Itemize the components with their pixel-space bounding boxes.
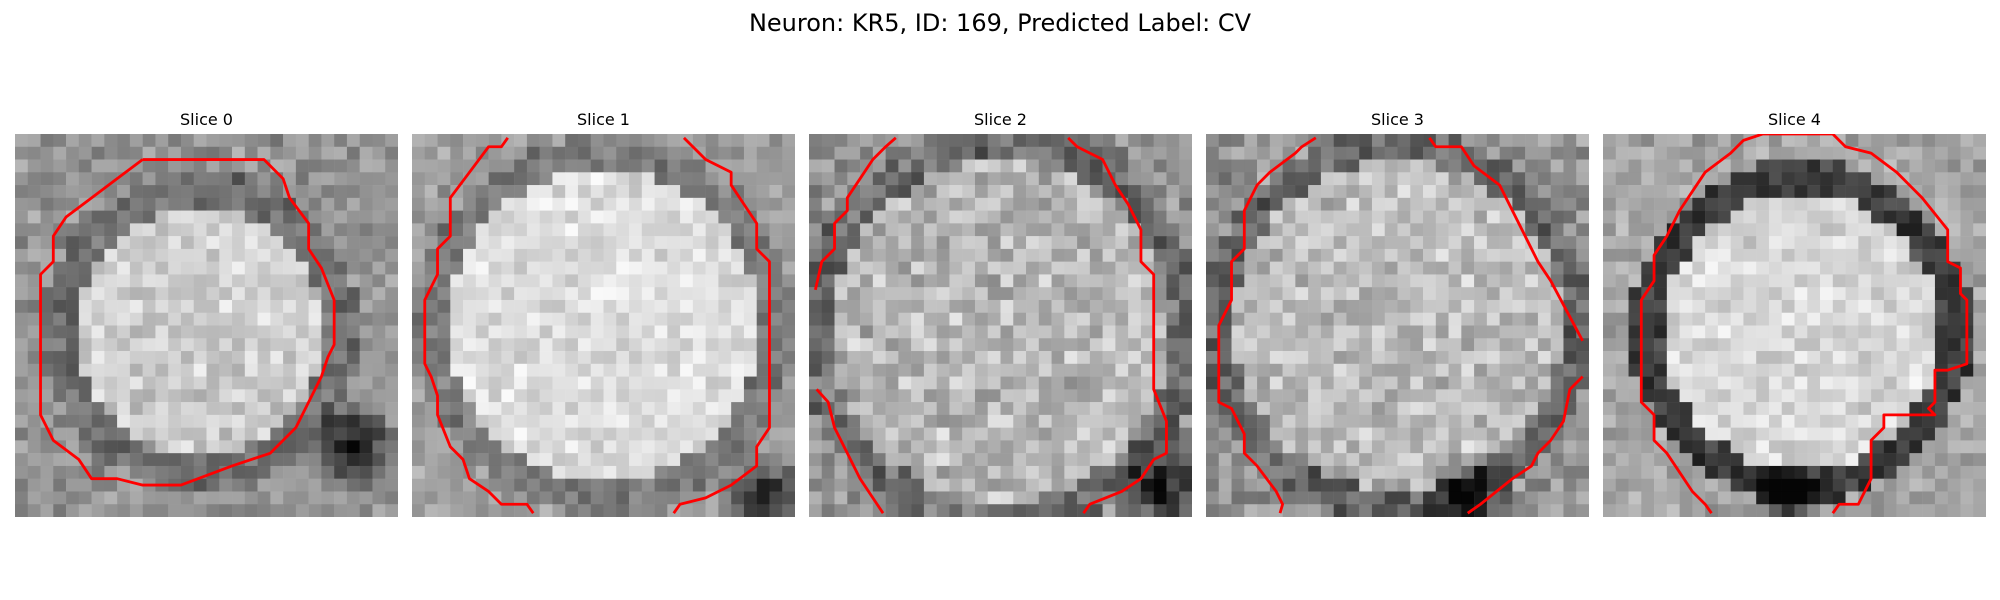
contour-line-1-1 — [672, 136, 771, 514]
contour-line-4-0 — [1639, 134, 1969, 514]
slice-title-3: Slice 3 — [1371, 110, 1424, 129]
slice-image-2 — [809, 134, 1192, 517]
contour-line-2-0 — [814, 136, 897, 291]
slice-title-1: Slice 1 — [577, 110, 630, 129]
slice-image-0 — [15, 134, 398, 517]
slice-image-4 — [1603, 134, 1986, 517]
contour-line-2-2 — [815, 388, 885, 514]
contour-line-3-1 — [1428, 137, 1584, 342]
slice-title-0: Slice 0 — [180, 110, 233, 129]
contour-line-0-0 — [39, 158, 336, 487]
slice-title-4: Slice 4 — [1768, 110, 1821, 129]
contour-line-3-0 — [1217, 136, 1317, 514]
figure-title: Neuron: KR5, ID: 169, Predicted Label: C… — [748, 9, 1252, 37]
slice-image-3 — [1206, 134, 1589, 517]
contour-line-2-1 — [1067, 136, 1168, 514]
contour-line-1-0 — [423, 137, 535, 514]
slice-title-2: Slice 2 — [974, 110, 1027, 129]
contour-line-3-2 — [1466, 375, 1584, 515]
slice-image-1 — [412, 134, 795, 517]
